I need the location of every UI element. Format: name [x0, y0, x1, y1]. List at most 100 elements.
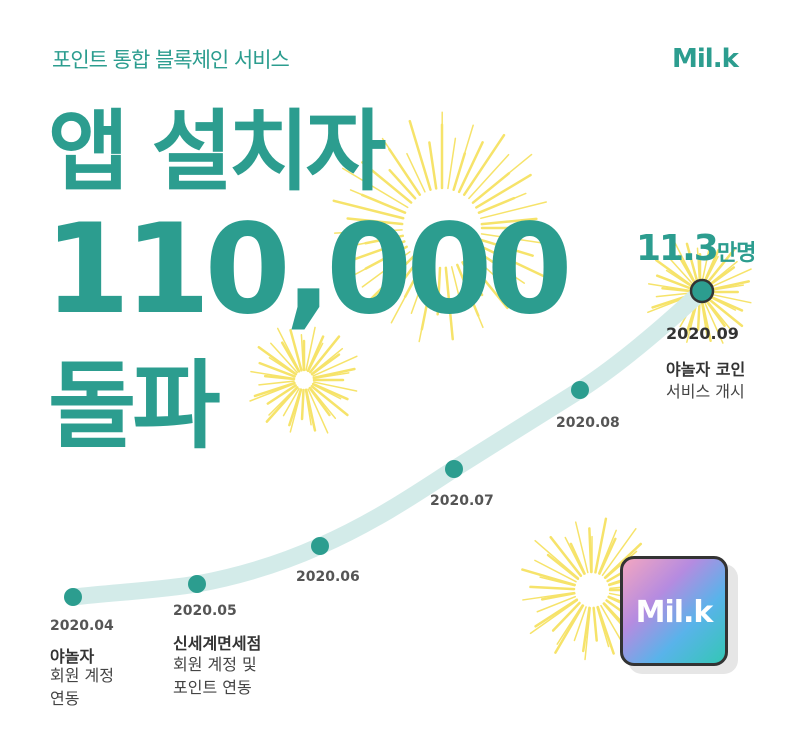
- firework-ray: [310, 353, 341, 376]
- headline-line1: 앱 설치자: [48, 100, 386, 203]
- firework-ray: [390, 262, 424, 324]
- app-icon-label: Mil.k: [635, 595, 714, 630]
- headline-line3: 돌파: [48, 350, 221, 462]
- headline-count: 110,000: [44, 198, 573, 342]
- event-desc1-2020-04: 회원 계정: [50, 666, 114, 685]
- firework-ray: [702, 248, 720, 285]
- firework-ray: [371, 169, 412, 204]
- app-icon: Mil.k: [620, 556, 728, 666]
- firework-ray: [601, 528, 637, 577]
- firework-ray: [388, 147, 422, 196]
- firework-ray: [474, 248, 516, 278]
- firework-ray: [311, 382, 349, 401]
- firework-ray: [480, 233, 549, 245]
- firework-ray: [339, 246, 408, 284]
- firework-ray: [655, 274, 692, 290]
- firework-ray: [661, 286, 692, 293]
- event-title-2020-09: 야놀자 코인: [666, 360, 746, 379]
- point-2020-07: [445, 460, 463, 478]
- firework-ray: [447, 137, 457, 190]
- firework-ray: [280, 341, 301, 373]
- firework-ray: [265, 386, 299, 423]
- firework-ray: [655, 292, 691, 298]
- firework-ray: [309, 335, 341, 374]
- firework-ray: [685, 242, 699, 284]
- event-desc1-2020-09: 서비스 개시: [666, 382, 745, 401]
- firework-ray: [534, 539, 580, 579]
- date-2020-07: 2020.07: [430, 493, 494, 509]
- firework-ray: [313, 381, 358, 392]
- firework-ray: [258, 361, 296, 378]
- firework-ray: [266, 384, 297, 405]
- date-2020-05: 2020.05: [173, 603, 237, 619]
- firework-ray: [307, 342, 324, 372]
- final-count-number: 11.3: [636, 228, 719, 269]
- firework-ray: [360, 193, 407, 214]
- firework-ray: [308, 386, 331, 417]
- firework-ray: [312, 383, 342, 400]
- firework-ray: [332, 199, 405, 220]
- firework-ray: [258, 380, 295, 386]
- firework-ray: [573, 606, 587, 642]
- event-desc2-2020-04: 연동: [50, 689, 80, 708]
- firework-ray: [457, 141, 484, 194]
- firework-ray: [304, 389, 312, 426]
- firework-ray: [263, 374, 296, 381]
- final-count: 11.3만명: [636, 228, 756, 269]
- firework-ray: [470, 254, 529, 307]
- firework-ray: [588, 527, 593, 574]
- firework-ray: [307, 388, 329, 434]
- firework-ray: [472, 153, 533, 204]
- firework-ray: [462, 133, 506, 196]
- firework-ray: [705, 248, 736, 286]
- firework-ray: [310, 385, 349, 417]
- firework-ray: [475, 173, 532, 209]
- firework-ray: [268, 386, 298, 416]
- firework-ray: [406, 152, 426, 193]
- firework-ray: [574, 521, 589, 574]
- firework-ray: [341, 167, 409, 209]
- firework-ray: [704, 298, 726, 328]
- firework-ray: [466, 258, 501, 299]
- firework-ray: [257, 345, 298, 376]
- firework-ray: [312, 355, 358, 377]
- firework-ray: [428, 141, 438, 190]
- event-desc1-2020-05: 회원 계정 및: [173, 655, 257, 674]
- firework-ray: [343, 240, 406, 264]
- firework-ray: [596, 605, 615, 655]
- firework-ray: [333, 229, 403, 234]
- firework-ray: [253, 381, 296, 398]
- firework-ray: [361, 251, 411, 288]
- firework-ray: [361, 255, 415, 309]
- firework-large: [332, 111, 549, 343]
- firework-ray: [420, 265, 436, 331]
- firework-ray: [388, 168, 417, 200]
- firework-ray: [667, 255, 695, 286]
- firework-ray: [477, 196, 516, 214]
- firework-ray: [673, 241, 697, 284]
- firework-ray: [300, 388, 305, 421]
- firework-ray: [276, 327, 301, 372]
- firework-ray: [250, 370, 295, 380]
- firework-small: [249, 326, 358, 434]
- firework-ray: [436, 266, 442, 316]
- firework-ray: [529, 585, 576, 591]
- firework-ray: [551, 601, 581, 632]
- firework-ray: [452, 124, 474, 191]
- firework-ray: [480, 201, 547, 220]
- firework-ray: [709, 293, 752, 304]
- firework-ray: [445, 267, 453, 328]
- date-2020-08: 2020.08: [556, 415, 620, 431]
- firework-ray: [412, 132, 432, 191]
- firework-ray: [304, 388, 317, 432]
- firework-ray: [655, 259, 694, 288]
- firework-ray: [270, 342, 299, 374]
- firework-ray: [289, 328, 303, 372]
- firework-ray: [703, 300, 724, 344]
- firework-ray: [476, 243, 545, 278]
- firework-ray: [706, 266, 736, 288]
- point-2020-08: [571, 381, 589, 399]
- firework-ray: [700, 301, 708, 337]
- final-count-unit: 만명: [716, 241, 756, 266]
- firework-ray: [703, 255, 719, 284]
